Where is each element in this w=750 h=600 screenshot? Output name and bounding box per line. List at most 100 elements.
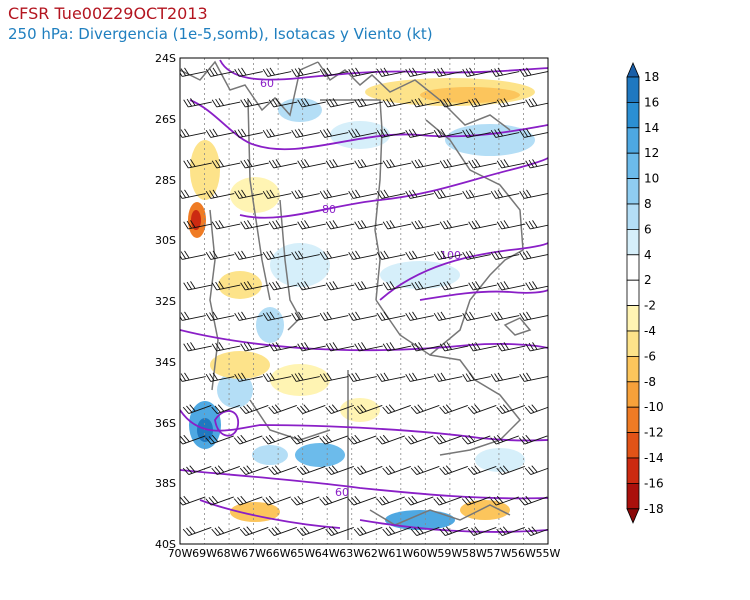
wind-barb (376, 372, 406, 382)
lon-tick-label: 61W (388, 547, 413, 560)
wind-barb (239, 526, 269, 537)
colorbar-label: 14 (644, 121, 659, 135)
wind-barb (268, 404, 297, 415)
lon-tick-label: 56W (511, 547, 536, 560)
lon-tick-label: 64W (315, 547, 340, 560)
wind-barb (319, 250, 349, 260)
wind-barb (410, 465, 440, 476)
wind-barb (180, 67, 206, 77)
wind-barb (376, 434, 405, 445)
longitude-axis: 70W 69W 68W 67W 66W 65W 64W 63W 62W 61W 60W 59W 58W 5… (168, 547, 561, 560)
isotach-label: 80 (322, 203, 336, 216)
wind-barb (268, 526, 297, 537)
lat-tick-label: 40S (155, 538, 176, 551)
wind-barb (433, 372, 463, 382)
wind-barb (462, 250, 491, 260)
wind-barb (268, 281, 298, 291)
isotach-label: 100 (440, 249, 461, 262)
wind-barb (525, 220, 548, 230)
lat-tick-label: 26S (155, 113, 176, 126)
wind-barb (433, 250, 463, 260)
wind-barb (490, 372, 520, 382)
colorbar-label: -14 (644, 451, 664, 465)
wind-barb (319, 67, 349, 77)
divergence-positive-area (217, 372, 253, 408)
wind-barb (234, 67, 263, 77)
wind-barb (205, 67, 235, 77)
wind-barb (347, 495, 377, 506)
colorbar-swatch (626, 203, 640, 230)
lat-tick-label: 38S (155, 477, 176, 490)
wind-barb (467, 465, 497, 476)
colorbar-label: -10 (644, 400, 664, 414)
colorbar-label: -8 (644, 375, 656, 389)
colorbar-label: 2 (644, 273, 652, 287)
province-border (247, 99, 271, 301)
wind-barb (297, 281, 326, 291)
wind-barb (439, 404, 468, 415)
colorbar-swatch (626, 127, 640, 154)
wind-barb (262, 189, 292, 199)
wind-barb (467, 526, 497, 537)
wind-barb (519, 372, 548, 382)
divergence-positive-area (197, 418, 213, 442)
wind-barb (325, 404, 354, 415)
wind-barb (353, 404, 383, 415)
isotach-label: 60 (260, 77, 274, 90)
wind-barb (291, 311, 320, 321)
wind-barb (411, 342, 440, 352)
wind-barb (297, 220, 326, 230)
isotach-line (359, 519, 548, 533)
wind-barb (376, 128, 406, 138)
wind-barb (205, 372, 235, 382)
wind-barb (211, 159, 241, 169)
province-border (249, 399, 331, 441)
lon-tick-label: 69W (192, 547, 217, 560)
wind-barb (325, 465, 354, 476)
wind-barb (183, 281, 212, 291)
wind-barb (325, 98, 355, 108)
wind-barb (353, 526, 383, 537)
lon-tick-label: 67W (241, 547, 266, 560)
wind-barb (439, 342, 469, 352)
wind-barb (348, 311, 377, 321)
lon-tick-label: 55W (536, 547, 561, 560)
wind-barb (183, 159, 212, 169)
wind-barb (234, 250, 263, 260)
colorbar-label: 8 (644, 197, 652, 211)
wind-barb (211, 465, 240, 476)
colorbar-swatch (626, 355, 640, 383)
lon-tick-label: 66W (266, 547, 291, 560)
divergence-negative-area (340, 398, 380, 422)
divergence-positive-area (270, 243, 330, 287)
wind-barb (262, 250, 292, 260)
wind-barb (496, 342, 526, 352)
wind-barb (496, 526, 525, 537)
wind-barb (490, 495, 519, 506)
wind-barb (183, 220, 212, 230)
wind-barb (525, 342, 548, 352)
wind-barb (211, 526, 240, 537)
wind-barb (180, 372, 206, 382)
wind-barb (519, 189, 548, 199)
wind-barb (354, 342, 383, 352)
wind-barb (405, 250, 434, 260)
coastline (369, 504, 511, 526)
wind-barb (319, 495, 348, 506)
wind-barb (411, 159, 440, 169)
wind-barb (348, 67, 377, 77)
wind-barb (496, 159, 526, 169)
colorbar-label: -2 (644, 299, 656, 313)
wind-barb (433, 128, 463, 138)
wind-barb (405, 311, 434, 321)
wind-barb (180, 250, 206, 260)
wind-barb (205, 495, 234, 506)
wind-barb (262, 372, 292, 382)
lat-tick-label: 30S (155, 234, 176, 247)
divergence-positive-area (252, 445, 288, 465)
wind-barb (376, 250, 406, 260)
wind-barb (211, 220, 241, 230)
wind-barb (297, 98, 326, 108)
colorbar-swatch (626, 279, 640, 307)
colorbar-swatch (626, 152, 640, 179)
